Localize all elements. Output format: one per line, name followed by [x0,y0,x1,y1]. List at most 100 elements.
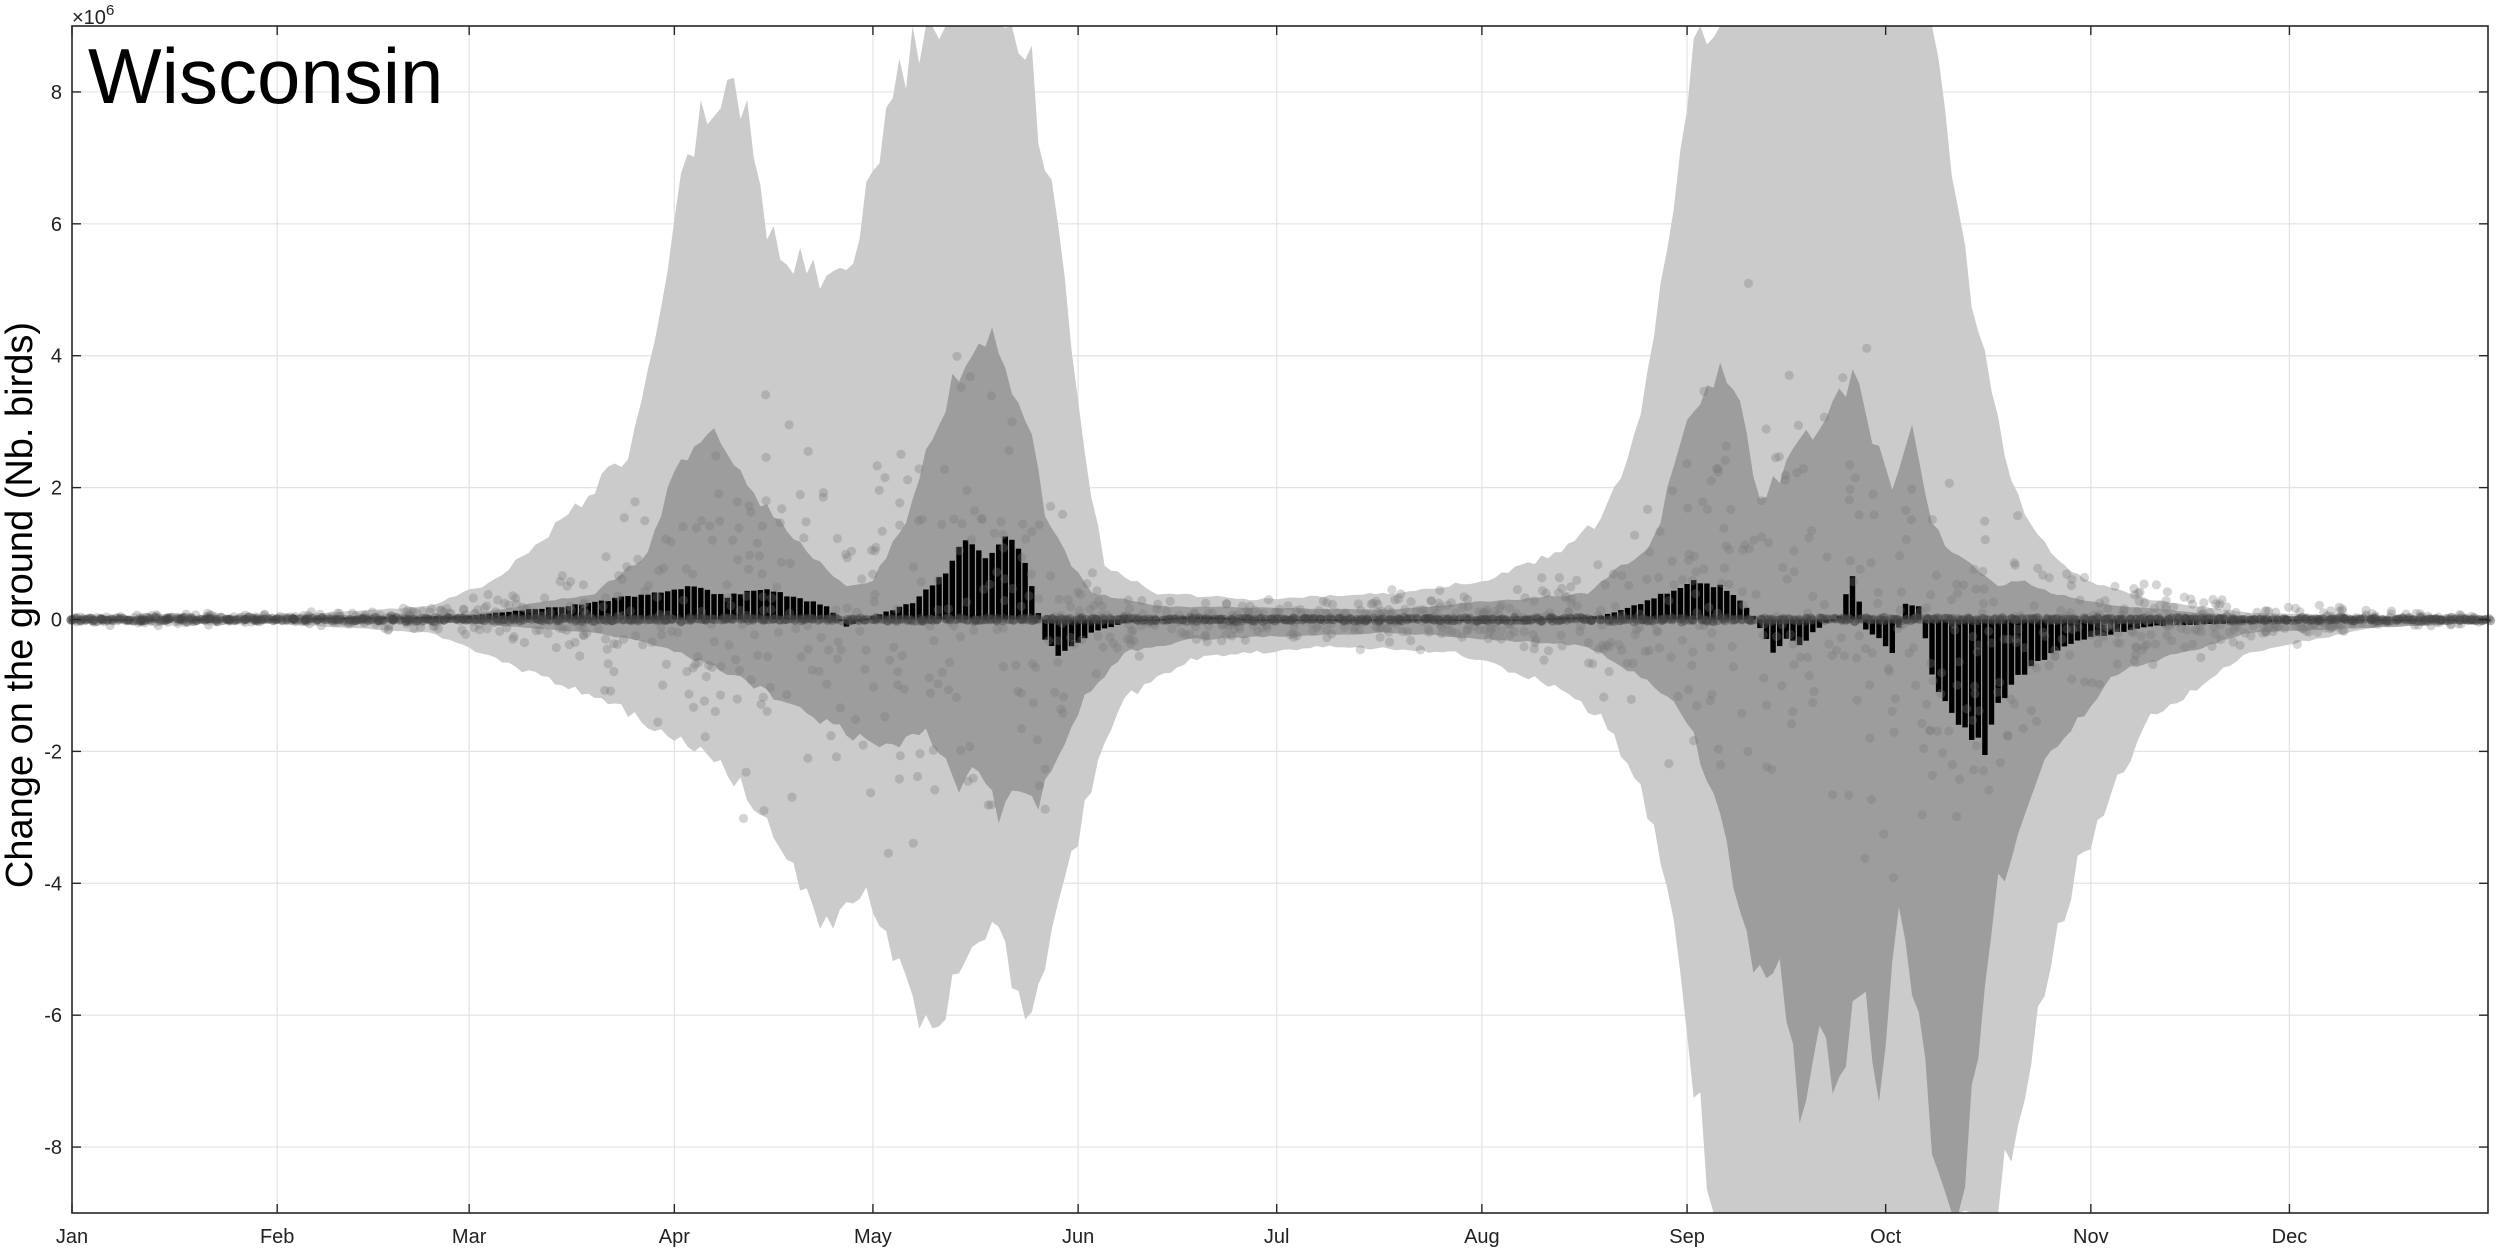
scatter-point [1854,510,1864,520]
scatter-point [1697,613,1707,624]
scatter-point [446,608,456,618]
scatter-point [1785,629,1795,640]
scatter-point [661,614,671,624]
scatter-point [1889,614,1899,624]
scatter-point [2133,588,2143,598]
scatter-point [1537,615,1547,625]
scatter-point [1687,576,1697,586]
scatter-point [301,614,311,624]
scatter-point [2448,614,2458,624]
scatter-point [2294,614,2304,624]
scatter-point [470,609,480,619]
scatter-point [986,614,996,624]
scatter-point [2401,609,2411,619]
scatter-point [401,616,412,626]
scatter-point [1397,615,1407,626]
bar [1651,598,1657,620]
scatter-point [1749,535,1759,545]
scatter-point [113,616,123,626]
scatter-point [2425,614,2435,624]
scatter-point [1854,631,1864,641]
bar [413,616,419,620]
scatter-point [509,613,519,623]
scatter-point [1603,615,1613,625]
bar [281,618,287,620]
bar [2048,619,2054,654]
scatter-point [2214,614,2224,624]
scatter-point [573,613,583,623]
scatter-point [741,591,752,601]
scatter-point [880,473,890,483]
scatter-point [1243,610,1253,620]
scatter-point [2199,598,2209,608]
scatter-point [1191,634,1201,645]
scatter-point [1780,470,1791,480]
scatter-point [2119,606,2129,616]
scatter-point [384,624,394,634]
scatter-point [1116,615,1126,625]
scatter-point [2402,615,2412,625]
scatter-point [1867,648,1877,658]
scatter-point [1926,726,1936,736]
scatter-point [1189,609,1199,620]
scatter-point [1644,646,1654,656]
bar [1260,619,1267,621]
scatter-point [891,616,902,626]
scatter-point [932,615,942,625]
scatter-point [1759,619,1769,629]
scatter-point [391,612,401,622]
scatter-point [1884,666,1894,676]
scatter-point [1007,584,1017,594]
scatter-point [619,513,629,523]
scatter-point [924,673,934,683]
bar [1988,619,1995,725]
scatter-point [1132,615,1142,625]
scatter-point [1405,613,1415,624]
scatter-point [2176,623,2186,633]
scatter-point [1582,614,1592,624]
scatter-point [2180,642,2190,652]
scatter-point [1424,614,1434,624]
scatter-point [1308,626,1318,636]
scatter-point [2256,612,2266,622]
scatter-point [1374,615,1384,625]
scatter-point [1562,615,1572,625]
scatter-point [728,615,738,625]
scatter-point [579,631,589,641]
scatter-point [1804,533,1814,543]
scatter-point [1839,651,1850,661]
bar [1313,619,1320,621]
scatter-point [1093,631,1103,641]
scatter-point [1423,623,1433,634]
scatter-point [1496,600,1506,610]
scatter-point [655,609,665,620]
scatter-point [2313,627,2323,637]
scatter-point [2230,621,2240,631]
scatter-point [1917,718,1927,729]
scatter-point [1279,615,1290,625]
scatter-point [2116,615,2126,625]
bar [2273,619,2279,623]
scatter-point [893,667,903,677]
scatter-point [1529,644,1539,654]
scatter-point [684,689,694,699]
scatter-point [714,489,724,499]
scatter-point [2007,614,2017,624]
scatter-point [1082,579,1092,589]
scatter-point [1288,613,1299,624]
scatter-point [1420,614,1430,624]
scatter-point [1911,612,1921,623]
scatter-point [472,614,483,625]
scatter-point [2384,616,2394,626]
scatter-point [1544,614,1555,624]
scatter-points [66,278,2496,883]
scatter-point [2249,615,2259,625]
scatter-point [578,630,588,640]
scatter-point [2219,615,2229,625]
scatter-point [1105,632,1115,642]
scatter-point [710,706,720,717]
scatter-point [118,613,128,623]
scatter-point [1911,680,1921,691]
scatter-point [2324,619,2334,629]
scatter-point [1174,615,1184,625]
